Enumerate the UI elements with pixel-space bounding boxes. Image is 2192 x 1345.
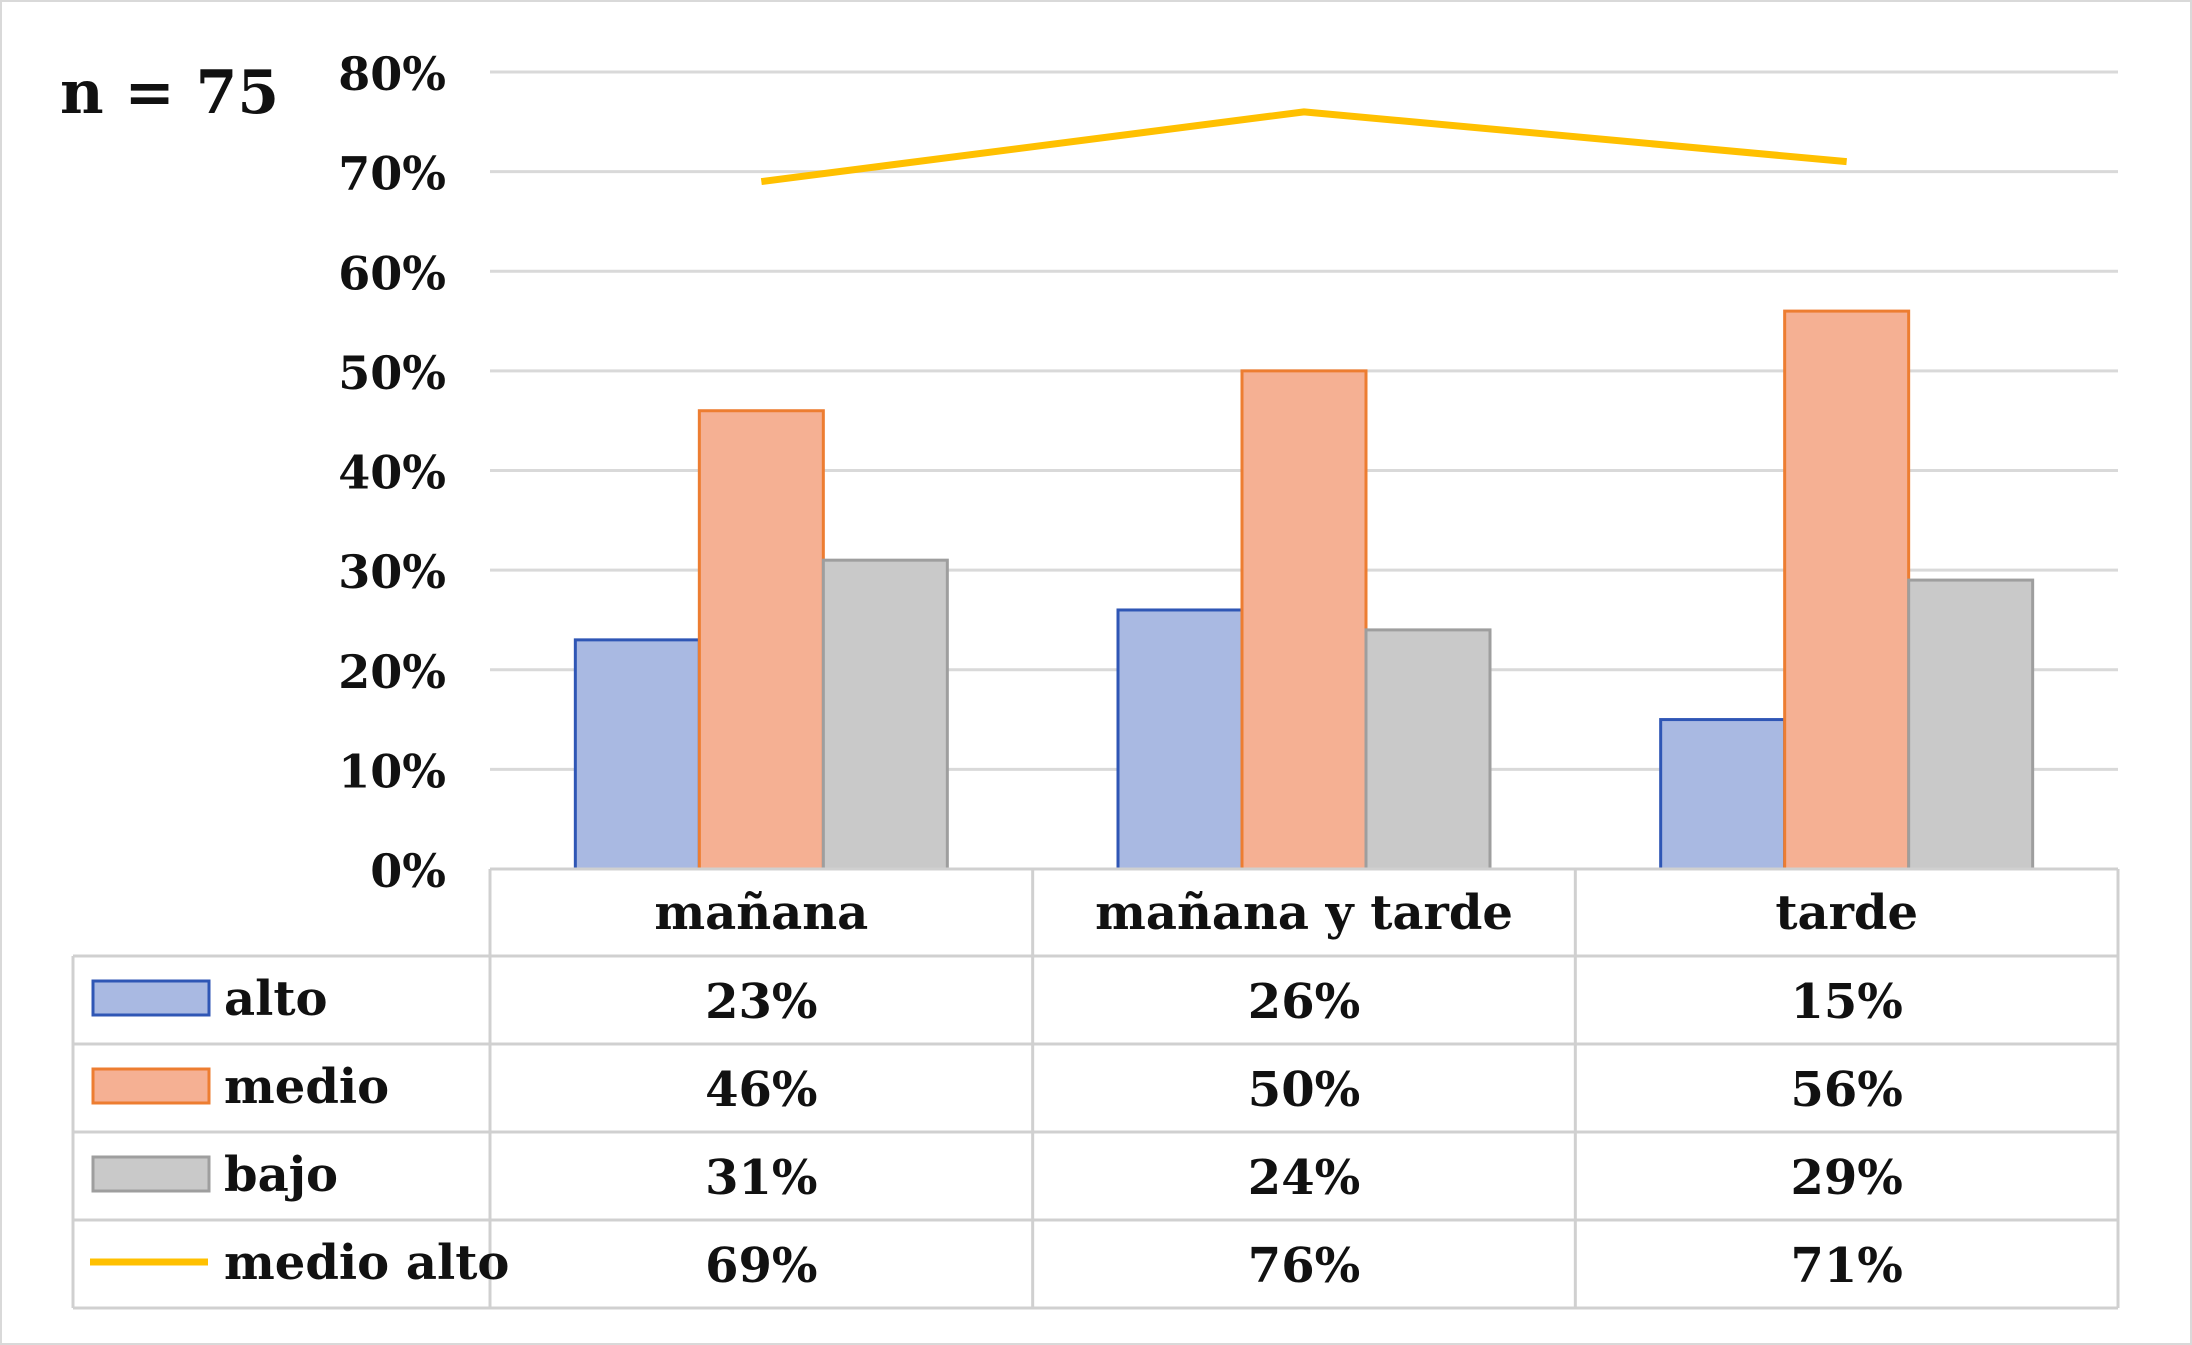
data-label-bajo-tarde: 29% — [1790, 1150, 1902, 1206]
bar-bajo-manana-y-tarde — [1364, 628, 1492, 871]
bar-alto-manana — [573, 638, 701, 871]
y-tick-30: 30% — [338, 545, 446, 599]
sample-size-label: n = 75 — [60, 58, 279, 128]
legend-label-bajo: bajo — [224, 1147, 338, 1203]
bars — [573, 309, 2035, 871]
data-table: mañana mañana y tarde tarde alto 23% 26% 15% me… — [71, 867, 2120, 1310]
data-label-alto-tarde: 15% — [1790, 974, 1902, 1030]
legend-swatch-bajo — [91, 1155, 211, 1193]
legend-swatch-alto — [91, 979, 211, 1017]
data-label-alto-manana: 23% — [705, 974, 817, 1030]
y-tick-70: 70% — [338, 147, 446, 201]
line-medio-alto — [760, 108, 1847, 186]
data-label-medio-manana-y-tarde: 50% — [1248, 1062, 1360, 1118]
data-label-medio-alto-manana-y-tarde: 76% — [1248, 1238, 1360, 1294]
y-tick-0: 0% — [370, 844, 446, 898]
x-tick-tarde: tarde — [1775, 885, 1918, 941]
y-tick-60: 60% — [338, 246, 446, 300]
data-label-medio-alto-manana: 69% — [705, 1238, 817, 1294]
bar-bajo-manana — [821, 558, 949, 871]
y-tick-20: 20% — [338, 645, 446, 699]
bar-bajo-tarde — [1907, 578, 2035, 871]
x-tick-manana-y-tarde: mañana y tarde — [1095, 885, 1513, 941]
bar-alto-manana-y-tarde — [1116, 608, 1244, 871]
legend-swatch-medio — [91, 1067, 211, 1105]
x-tick-manana: mañana — [654, 885, 868, 941]
y-tick-10: 10% — [338, 744, 446, 798]
bar-medio-tarde — [1783, 309, 1911, 871]
y-tick-50: 50% — [338, 346, 446, 400]
legend-label-alto: alto — [224, 971, 328, 1027]
bar-alto-tarde — [1659, 718, 1787, 871]
data-label-medio-manana: 46% — [705, 1062, 817, 1118]
data-label-medio-tarde: 56% — [1790, 1062, 1902, 1118]
line-series — [760, 108, 1847, 186]
data-label-bajo-manana: 31% — [705, 1150, 817, 1206]
bar-medio-manana-y-tarde — [1240, 369, 1368, 871]
y-tick-80: 80% — [338, 47, 446, 101]
y-axis-ticks: 0% 10% 20% 30% 40% 50% 60% 70% 80% — [338, 47, 446, 898]
bar-medio-manana — [697, 409, 825, 871]
data-label-alto-manana-y-tarde: 26% — [1248, 974, 1360, 1030]
data-label-bajo-manana-y-tarde: 24% — [1248, 1150, 1360, 1206]
data-label-medio-alto-tarde: 71% — [1790, 1238, 1902, 1294]
legend-label-medio: medio — [224, 1059, 389, 1115]
y-tick-40: 40% — [338, 446, 446, 500]
legend-label-medio-alto: medio alto — [224, 1235, 509, 1291]
